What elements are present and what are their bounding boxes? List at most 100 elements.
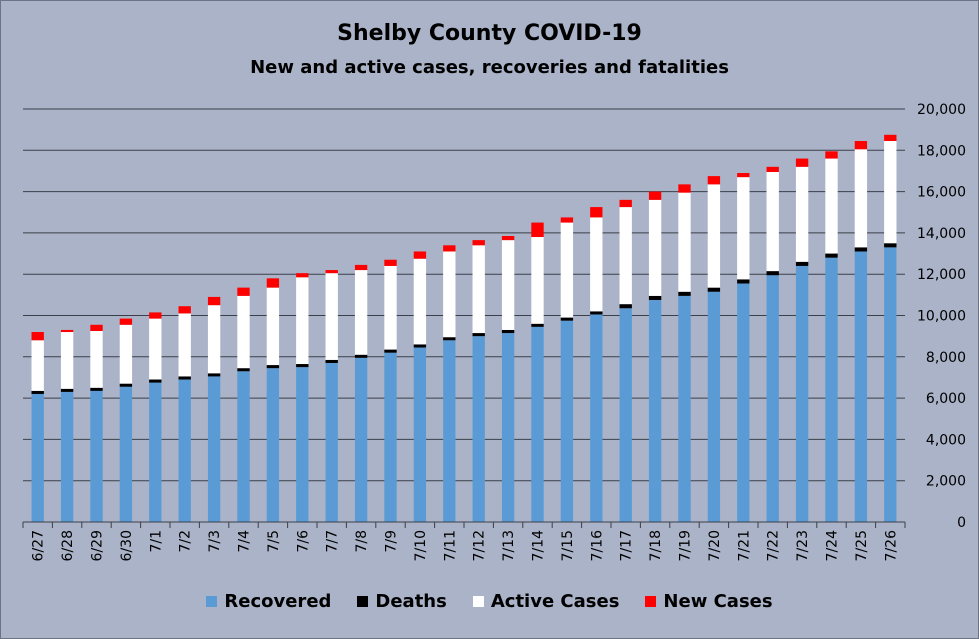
legend-swatch-active-cases: [472, 596, 484, 607]
y-tick-label: 6,000: [926, 391, 966, 407]
chart-subtitle: New and active cases, recoveries and fat…: [250, 57, 729, 78]
bar-active-cases: [207, 305, 221, 374]
bar-recovered: [854, 251, 868, 523]
bar-deaths: [737, 279, 750, 284]
bar-new-cases: [884, 134, 897, 142]
bar-deaths: [854, 247, 868, 252]
bar-new-cases: [560, 217, 574, 223]
bar-active-cases: [825, 158, 838, 254]
bar-deaths: [678, 291, 691, 296]
bar-new-cases: [60, 329, 74, 333]
bar-new-cases: [825, 151, 838, 159]
bar-deaths: [443, 337, 456, 341]
bar-active-cases: [413, 258, 427, 345]
bar-recovered: [90, 390, 103, 522]
bar-new-cases: [707, 176, 721, 185]
x-tick-label: 7/24: [825, 530, 841, 562]
x-tick-label: 7/7: [325, 530, 341, 553]
bar-new-cases: [443, 245, 456, 252]
bar-new-cases: [737, 173, 750, 178]
bar-recovered: [472, 336, 485, 522]
x-tick-label: 6/30: [119, 530, 135, 561]
legend-label-deaths: Deaths: [375, 591, 447, 612]
x-tick-label: 7/13: [501, 530, 517, 561]
bar-recovered: [384, 352, 397, 522]
bar-active-cases: [619, 207, 632, 305]
bar-active-cases: [90, 330, 103, 388]
bar-new-cases: [178, 306, 191, 314]
bar-deaths: [266, 365, 280, 369]
bar-recovered: [207, 376, 221, 522]
bar-deaths: [119, 383, 133, 387]
bar-active-cases: [60, 332, 74, 389]
bar-deaths: [501, 329, 515, 334]
bar-deaths: [207, 373, 221, 377]
bar-recovered: [178, 379, 191, 522]
bar-recovered: [60, 391, 74, 522]
bar-active-cases: [766, 171, 779, 272]
bar-recovered: [296, 367, 309, 522]
y-tick-label: 18,000: [917, 143, 966, 159]
x-tick-label: 7/16: [589, 530, 605, 562]
bar-active-cases: [737, 177, 750, 280]
y-tick-label: 0: [957, 515, 966, 531]
x-tick-label: 7/4: [237, 530, 253, 553]
bar-recovered: [325, 362, 338, 522]
bar-recovered: [149, 382, 162, 522]
x-tick-label: 7/17: [619, 530, 635, 561]
legend-swatch-deaths: [357, 596, 369, 607]
bar-deaths: [884, 243, 897, 248]
bar-recovered: [619, 308, 632, 522]
bar-recovered: [678, 295, 691, 522]
x-tick-label: 7/23: [795, 530, 811, 561]
bar-deaths: [531, 323, 544, 327]
x-tick-label: 7/6: [295, 530, 311, 553]
bar-deaths: [90, 387, 103, 391]
x-tick-label: 7/5: [266, 530, 282, 553]
bar-active-cases: [354, 270, 368, 355]
x-tick-label: 7/22: [766, 530, 782, 561]
bar-active-cases: [31, 340, 44, 391]
bar-deaths: [296, 364, 309, 368]
bar-active-cases: [884, 141, 897, 244]
bar-new-cases: [266, 278, 280, 288]
x-tick-label: 7/9: [384, 530, 400, 553]
bar-active-cases: [472, 245, 485, 334]
x-tick-label: 6/28: [60, 530, 76, 561]
bar-active-cases: [678, 192, 691, 292]
bar-new-cases: [119, 318, 133, 325]
bar-recovered: [766, 275, 779, 522]
bar-deaths: [149, 379, 162, 383]
bar-new-cases: [501, 235, 515, 241]
bar-active-cases: [296, 277, 309, 365]
x-tick-label: 7/19: [678, 530, 694, 561]
legend-label-recovered: Recovered: [224, 591, 332, 612]
y-tick-label: 20,000: [917, 102, 966, 118]
bar-recovered: [31, 393, 44, 522]
bar-active-cases: [590, 217, 603, 312]
bar-active-cases: [237, 295, 250, 369]
bar-active-cases: [178, 313, 191, 377]
bar-new-cases: [207, 296, 221, 306]
bar-recovered: [707, 291, 721, 522]
bar-new-cases: [619, 199, 632, 208]
x-tick-label: 7/8: [354, 530, 370, 553]
bar-active-cases: [266, 287, 280, 366]
y-tick-label: 14,000: [917, 226, 966, 242]
bar-deaths: [766, 271, 779, 276]
y-tick-label: 10,000: [917, 309, 966, 325]
bar-active-cases: [149, 318, 162, 380]
legend-item-new-cases: New Cases: [645, 591, 773, 612]
bar-recovered: [825, 257, 838, 522]
x-tick-label: 7/25: [854, 530, 870, 561]
bar-recovered: [560, 320, 574, 522]
bar-deaths: [825, 253, 838, 258]
bar-deaths: [325, 359, 338, 363]
bar-deaths: [795, 261, 809, 266]
bar-new-cases: [648, 191, 662, 200]
legend-swatch-recovered: [206, 596, 218, 607]
bar-new-cases: [149, 312, 162, 319]
bar-new-cases: [590, 207, 603, 218]
bar-active-cases: [648, 199, 662, 296]
